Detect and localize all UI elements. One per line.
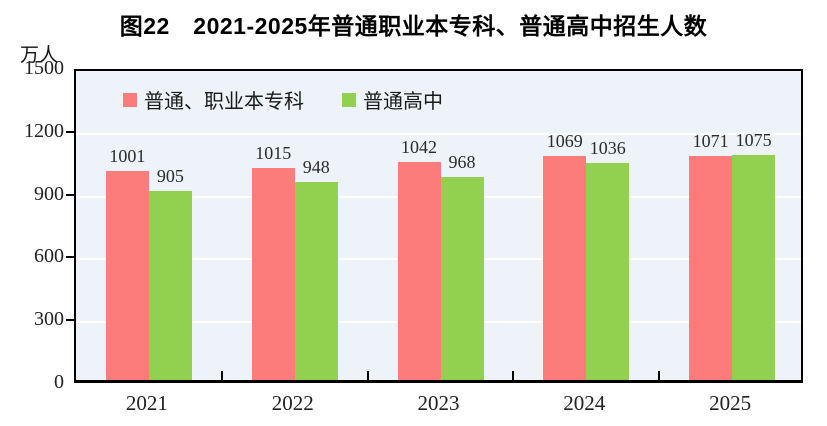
bar-value-2021-series1: 1001 [109,145,146,166]
legend-item-2: 普通高中 [342,85,443,114]
bar-2024-series2 [586,163,630,380]
bar-2023-series1 [397,161,441,380]
x-axis-label-2023: 2023 [417,391,460,415]
x-axis-label-2025: 2025 [709,391,752,415]
bar-2022-series2 [294,181,338,380]
bar-value-2021-series2: 905 [156,165,184,186]
bar-value-2025-series2: 1075 [735,130,772,150]
y-tick-900 [66,193,74,196]
x-tick-2 [366,371,369,380]
bar-value-2022-series2: 948 [302,156,330,177]
x-axis-label-2024: 2024 [563,391,606,415]
y-tick-1200 [66,130,74,133]
bar-value-2023-series2: 968 [448,152,476,173]
x-tick-3 [512,371,515,380]
legend-swatch-1 [123,92,137,107]
bar-value-2025-series1: 1071 [692,130,729,151]
y-axis-label-900: 900 [34,182,64,205]
bar-value-2022-series1: 1015 [255,142,292,163]
bar-2025-series2 [732,155,776,380]
bar-2021-series1 [105,170,149,380]
bar-2024-series1 [543,156,587,380]
chart-title: 图22 2021-2025年普通职业本专科、普通高中招生人数 [119,13,708,39]
y-axis-label-600: 600 [34,245,64,268]
chart-legend: 普通、职业本专科 普通高中 [123,85,443,114]
y-tick-600 [66,256,74,259]
x-tick-4 [658,371,661,380]
bar-2023-series2 [440,177,484,380]
x-axis-label-2021: 2021 [125,391,168,415]
bar-2021-series2 [148,190,192,380]
bar-value-2024-series1: 1069 [546,131,583,152]
y-tick-300 [66,319,74,322]
bar-2025-series1 [689,155,733,380]
y-axis-unit-label: 万人 [20,45,59,66]
gridline-1200 [76,132,801,135]
y-axis-label-300: 300 [34,308,64,331]
x-axis-label-2022: 2022 [271,391,314,415]
x-tick-1 [220,371,223,380]
legend-label-2: 普通高中 [363,91,443,113]
legend-item-1: 普通、职业本专科 [123,85,304,114]
y-axis-label-1200: 1200 [24,119,64,142]
plot-area: 1001 905 1015 948 1042 968 1069 1036 1071 1075 普通… [74,69,803,383]
legend-swatch-2 [342,92,356,107]
y-axis-label-0: 0 [54,371,64,393]
y-axis-label-1500: 1500 [24,57,64,79]
legend-label-1: 普通、职业本专科 [144,91,304,113]
bar-value-2024-series2: 1036 [589,138,626,159]
bar-value-2023-series1: 1042 [401,136,437,157]
bar-2022-series1 [251,167,295,380]
